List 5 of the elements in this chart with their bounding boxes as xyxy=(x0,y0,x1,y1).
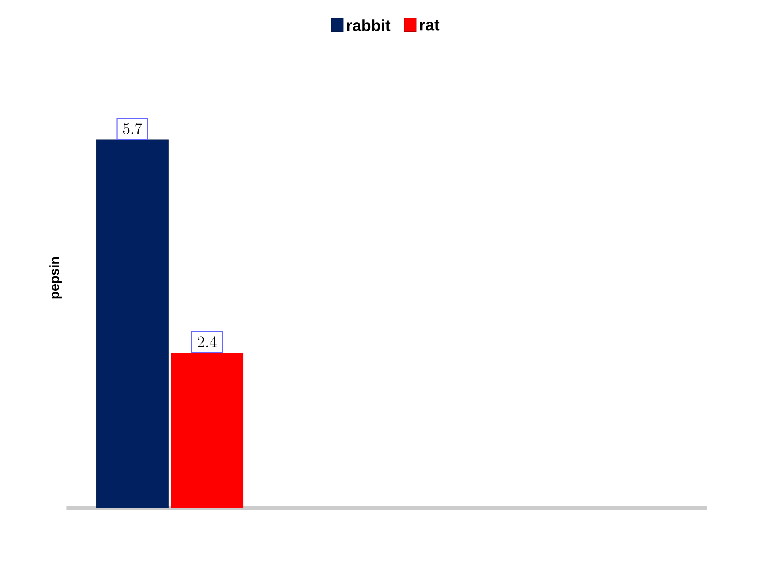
y-axis-title: pepsin xyxy=(50,258,62,299)
legend-label: rat xyxy=(420,20,440,31)
data-label: 5.7 xyxy=(123,124,142,135)
data-label: 2.4 xyxy=(198,336,217,348)
legend-label: rabbit xyxy=(347,20,391,32)
